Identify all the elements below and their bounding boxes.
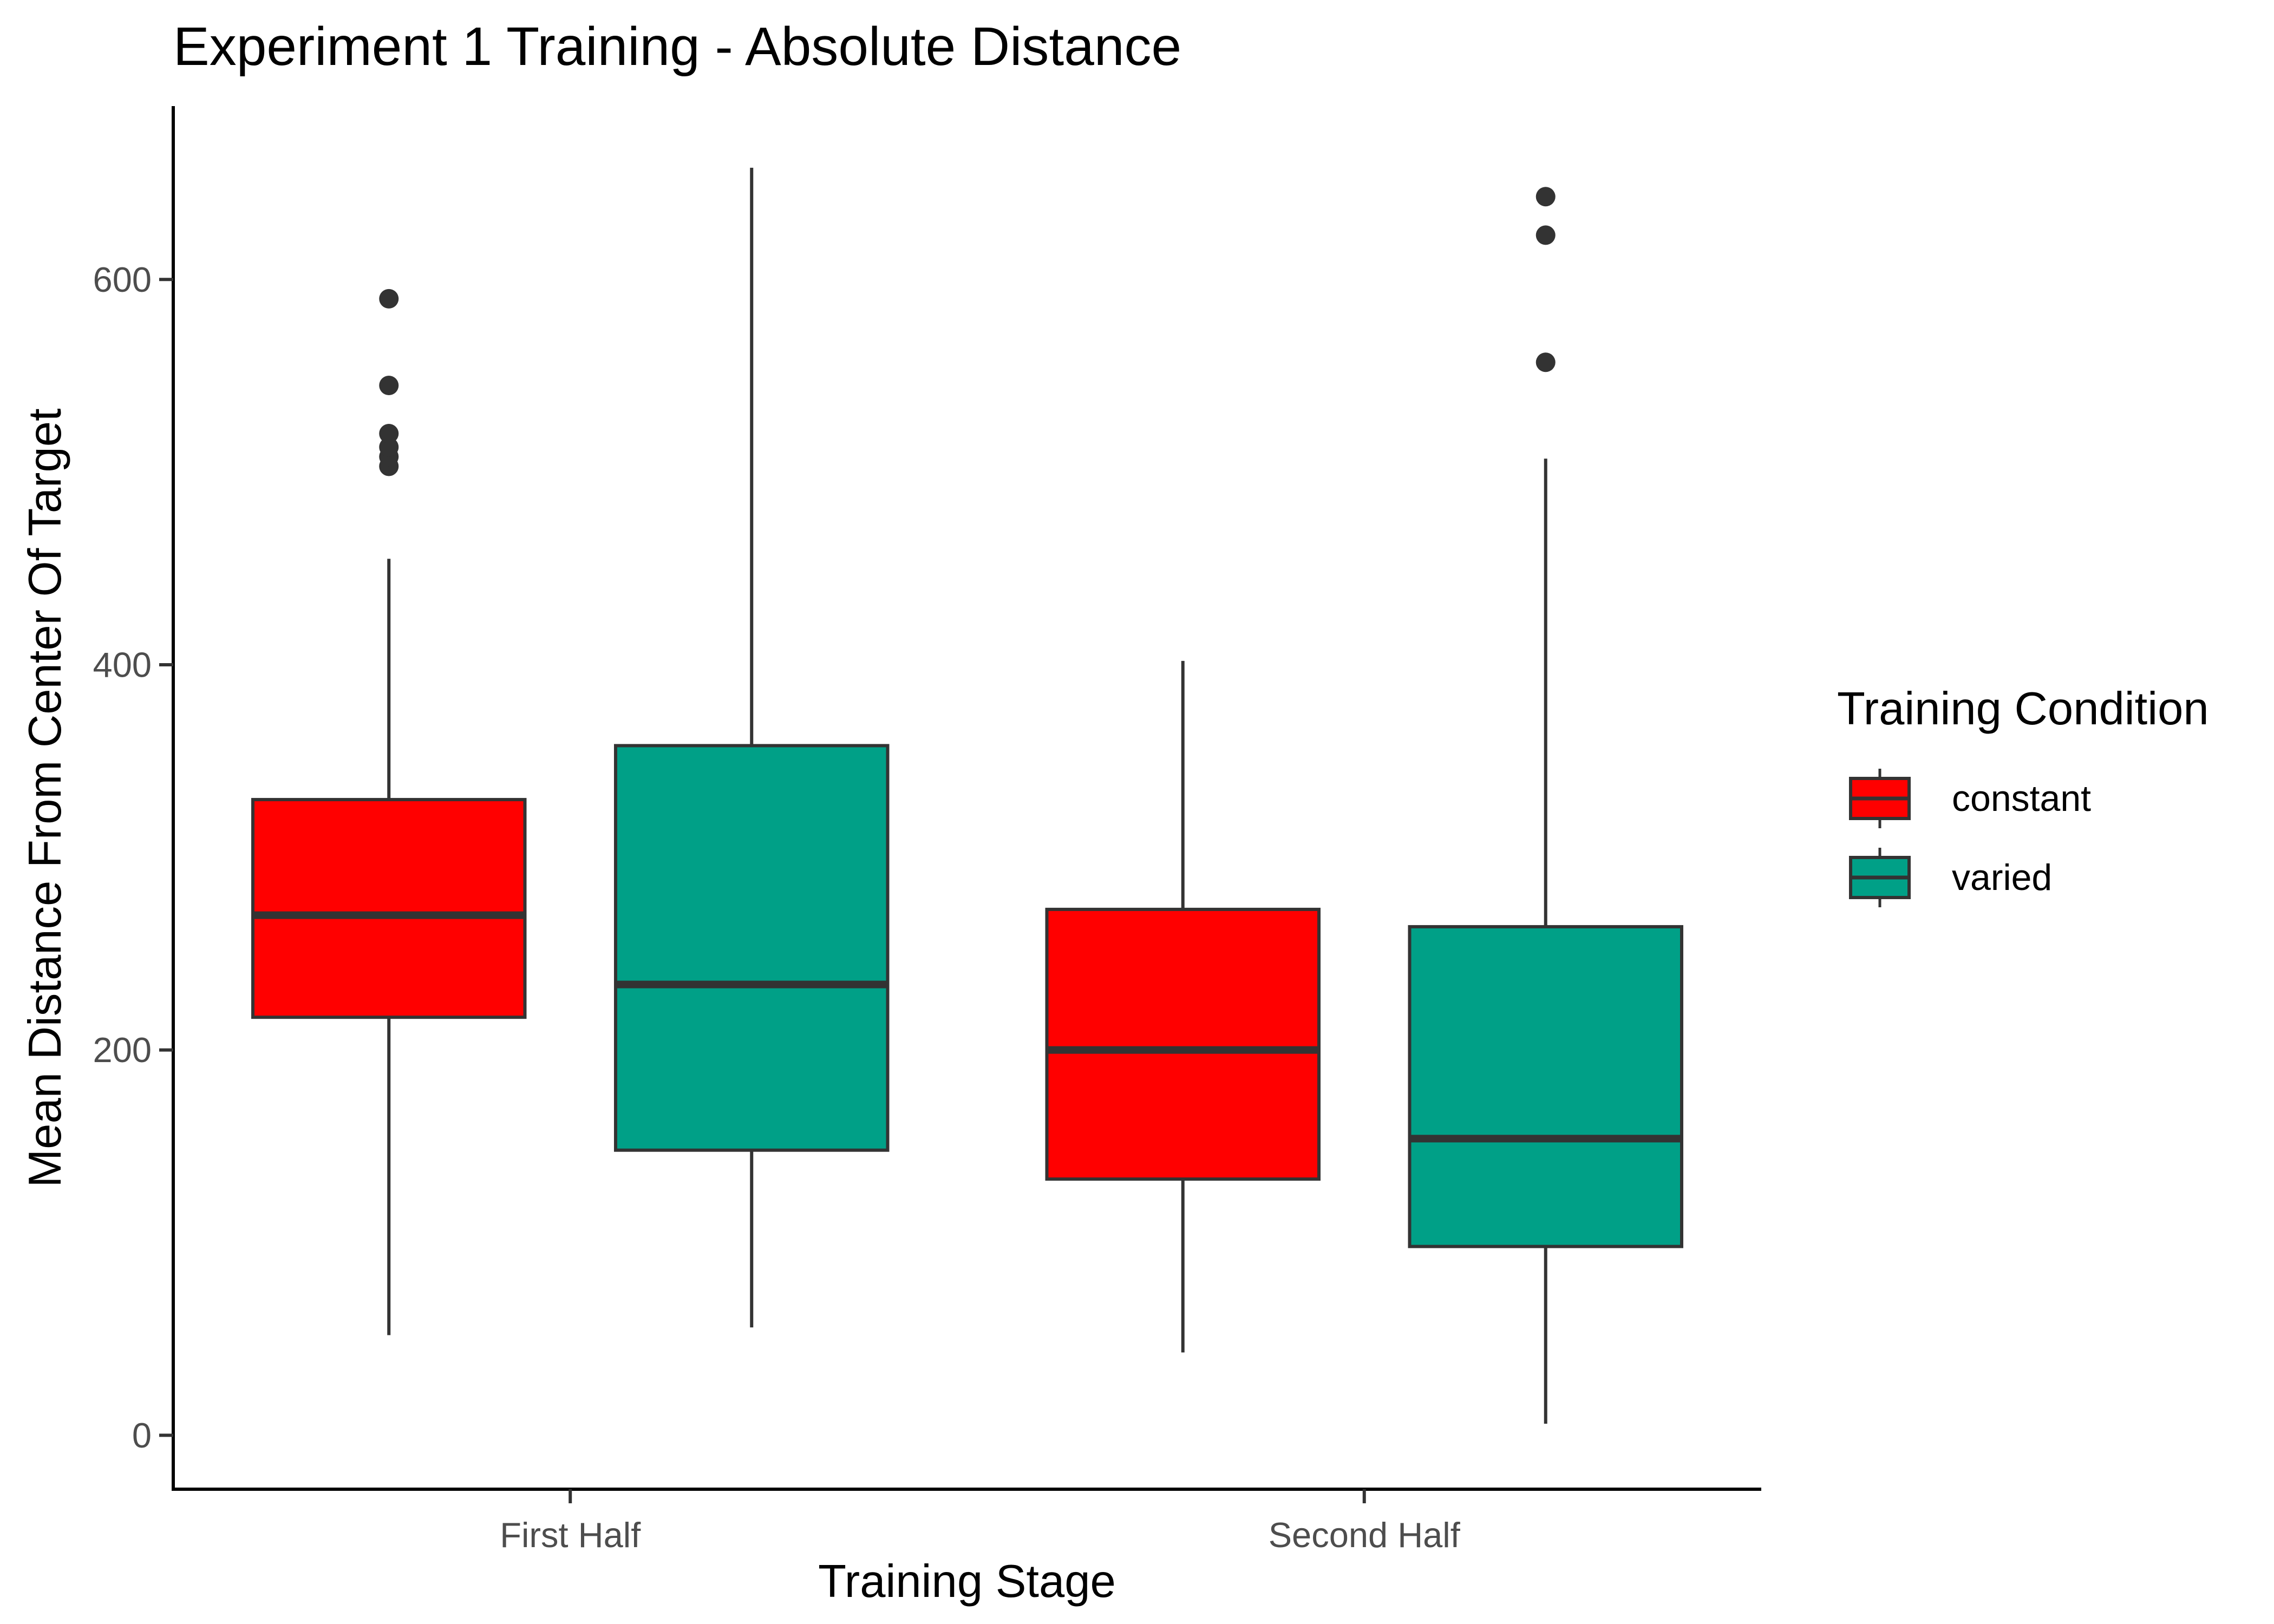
box-iqr [614,744,890,1152]
box-group [251,289,527,1335]
outlier-point [1535,225,1556,245]
box-group [1045,660,1321,1353]
box-iqr [1408,925,1683,1248]
legend-label: varied [1952,857,2052,898]
y-tick-label: 200 [93,1030,152,1070]
outlier-point [1535,352,1556,372]
legend: Training Condition constant varied [1837,683,2209,907]
y-tick-label: 0 [132,1416,152,1455]
y-tick-label: 600 [93,260,152,299]
outlier-point [379,437,399,457]
legend-label: constant [1952,778,2091,819]
y-axis-ticks: 0 200 400 600 [93,260,173,1455]
x-tick-label: Second Half [1269,1515,1461,1555]
legend-item: varied [1849,848,2052,907]
x-axis-ticks: First Half Second Half [500,1489,1461,1555]
y-tick-label: 400 [93,645,152,684]
outlier-point [379,375,399,395]
box-iqr [1045,907,1321,1181]
plot-area [251,167,1683,1424]
chart-title: Experiment 1 Training - Absolute Distanc… [173,16,1181,77]
legend-title: Training Condition [1837,683,2209,735]
outlier-point [379,423,399,443]
outlier-point [1535,187,1556,207]
box-iqr [251,798,527,1019]
legend-item: constant [1849,769,2091,828]
y-axis-title: Mean Distance From Center Of Target [19,408,71,1187]
outlier-point [379,289,399,309]
box-group [614,167,890,1328]
box-group [1408,187,1683,1424]
x-tick-label: First Half [500,1515,641,1555]
legend-items: constant varied [1849,769,2091,907]
x-axis-title: Training Stage [818,1556,1116,1607]
